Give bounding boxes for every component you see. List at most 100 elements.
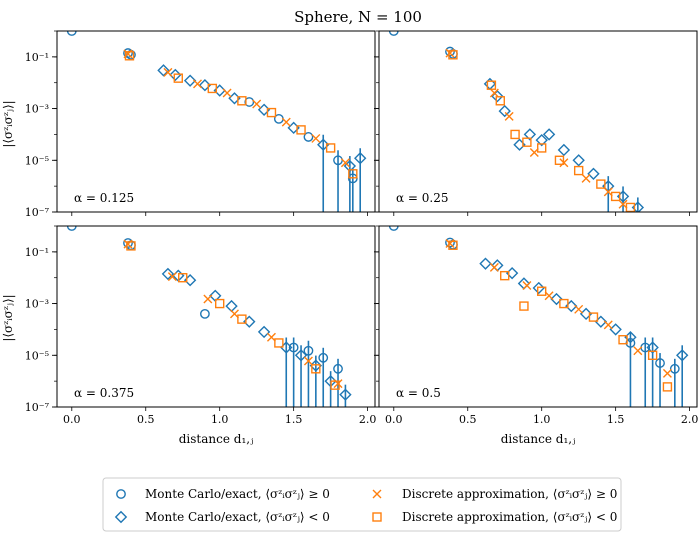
point-square: [522, 137, 532, 147]
point-x: [167, 272, 177, 282]
point-diamond: [587, 167, 600, 180]
x-tick-label: 0.0: [63, 413, 81, 426]
panel-3: 0.0 0.5 1.0 1.5 2.0 10⁻¹ 10⁻³ 10⁻⁵ 10⁻⁷ α = 0.375: [25, 225, 376, 426]
point-diamond: [542, 128, 556, 141]
point-square: [214, 298, 225, 309]
x-tick-label: 1.5: [285, 413, 303, 426]
legend-marker-square: [372, 512, 382, 522]
series-square: [448, 50, 636, 212]
x-tick-label: 1.0: [211, 413, 229, 426]
series-group: [388, 226, 689, 407]
series-diamond: [157, 64, 367, 212]
point-square: [274, 338, 284, 348]
point-x: [574, 304, 584, 314]
y-tick-label: 10⁻⁵: [25, 349, 49, 362]
point-circle: [66, 31, 77, 36]
axes-frame: [378, 225, 698, 408]
series-square: [126, 241, 340, 390]
point-square: [330, 380, 340, 390]
alpha-annotation: α = 0.5: [396, 386, 441, 400]
legend-frame: [102, 477, 622, 532]
point-circle: [333, 363, 343, 374]
point-circle: [655, 358, 665, 368]
point-x: [303, 356, 313, 366]
point-square: [124, 51, 135, 61]
point-square: [662, 382, 673, 392]
point-square: [126, 241, 136, 251]
point-diamond: [183, 74, 197, 87]
x-tick-label: 0.0: [385, 413, 403, 426]
series-square: [448, 240, 673, 392]
alpha-annotation: α = 0.125: [74, 191, 134, 205]
plot-area: [57, 31, 375, 212]
y-tick-label: 10⁻³: [25, 103, 49, 116]
panel-1: 10⁻¹ 10⁻³ 10⁻⁵ 10⁻⁷ α = 0.125: [25, 30, 376, 219]
point-diamond: [579, 307, 593, 321]
point-x: [489, 88, 499, 98]
axes-frame: [378, 30, 698, 213]
point-square: [486, 80, 497, 90]
series-group: [66, 226, 352, 407]
point-circle: [318, 352, 329, 363]
point-diamond: [198, 79, 212, 92]
point-circle: [288, 342, 299, 353]
x-tick-label: 1.0: [533, 413, 551, 426]
point-square: [588, 312, 599, 322]
point-x: [340, 158, 350, 168]
point-square: [573, 165, 584, 176]
alpha-annotation: α = 0.25: [396, 191, 449, 205]
point-diamond: [339, 388, 352, 401]
point-circle: [123, 238, 133, 248]
point-x: [489, 262, 499, 272]
point-square: [618, 335, 628, 345]
x-tick-label: 2.0: [681, 413, 699, 426]
legend-marker-diamond: [114, 510, 128, 524]
series-group: [66, 31, 367, 212]
point-circle: [445, 237, 455, 248]
point-square: [178, 273, 188, 283]
point-x: [311, 133, 321, 143]
point-x: [281, 117, 291, 127]
point-x: [252, 99, 262, 109]
plot-area: [379, 226, 697, 407]
point-diamond: [523, 128, 537, 141]
point-diamond: [572, 154, 585, 167]
point-x: [193, 79, 203, 89]
axes-frame: [56, 30, 376, 213]
legend-label: Monte Carlo/exact, ⟨σᶻᵢσᶻⱼ⟩ ≥ 0: [145, 487, 330, 501]
point-circle: [244, 97, 255, 107]
point-diamond: [609, 323, 622, 336]
plot-area: [379, 31, 697, 212]
point-diamond: [309, 359, 323, 372]
point-square: [559, 298, 569, 309]
point-x: [203, 294, 213, 304]
axes-frame: [56, 225, 376, 408]
series-x: [445, 239, 672, 378]
y-tick-label: 10⁻⁵: [25, 154, 49, 167]
point-x: [662, 368, 672, 378]
y-axis-label-top: |⟨σᶻᵢσᶻⱼ⟩|: [1, 100, 15, 147]
x-tick-label: 0.5: [459, 413, 477, 426]
point-diamond: [257, 325, 271, 339]
point-square: [495, 96, 505, 106]
point-circle: [303, 132, 314, 142]
panels: 10⁻¹ 10⁻³ 10⁻⁵ 10⁻⁷ α = 0.125 α = 0.25 0.0 0.5 1…: [25, 30, 699, 426]
point-x: [633, 346, 643, 356]
point-x: [581, 173, 591, 183]
legend: Monte Carlo/exact, ⟨σᶻᵢσᶻⱼ⟩ ≥ 0 Monte Car…: [102, 477, 622, 532]
point-square: [625, 202, 636, 212]
point-circle: [303, 345, 314, 356]
point-diamond: [317, 138, 330, 151]
alpha-annotation: α = 0.375: [74, 386, 134, 400]
point-diamond: [557, 143, 571, 157]
legend-label: Discrete approximation, ⟨σᶻᵢσᶻⱼ⟩ < 0: [402, 510, 617, 524]
point-square: [536, 143, 547, 153]
point-diamond: [676, 349, 689, 362]
plot-area: [57, 226, 375, 407]
point-square: [207, 83, 218, 94]
y-tick-label: 10⁻¹: [25, 51, 49, 64]
series-x: [123, 49, 350, 168]
point-circle: [388, 31, 399, 36]
point-square: [500, 270, 510, 281]
